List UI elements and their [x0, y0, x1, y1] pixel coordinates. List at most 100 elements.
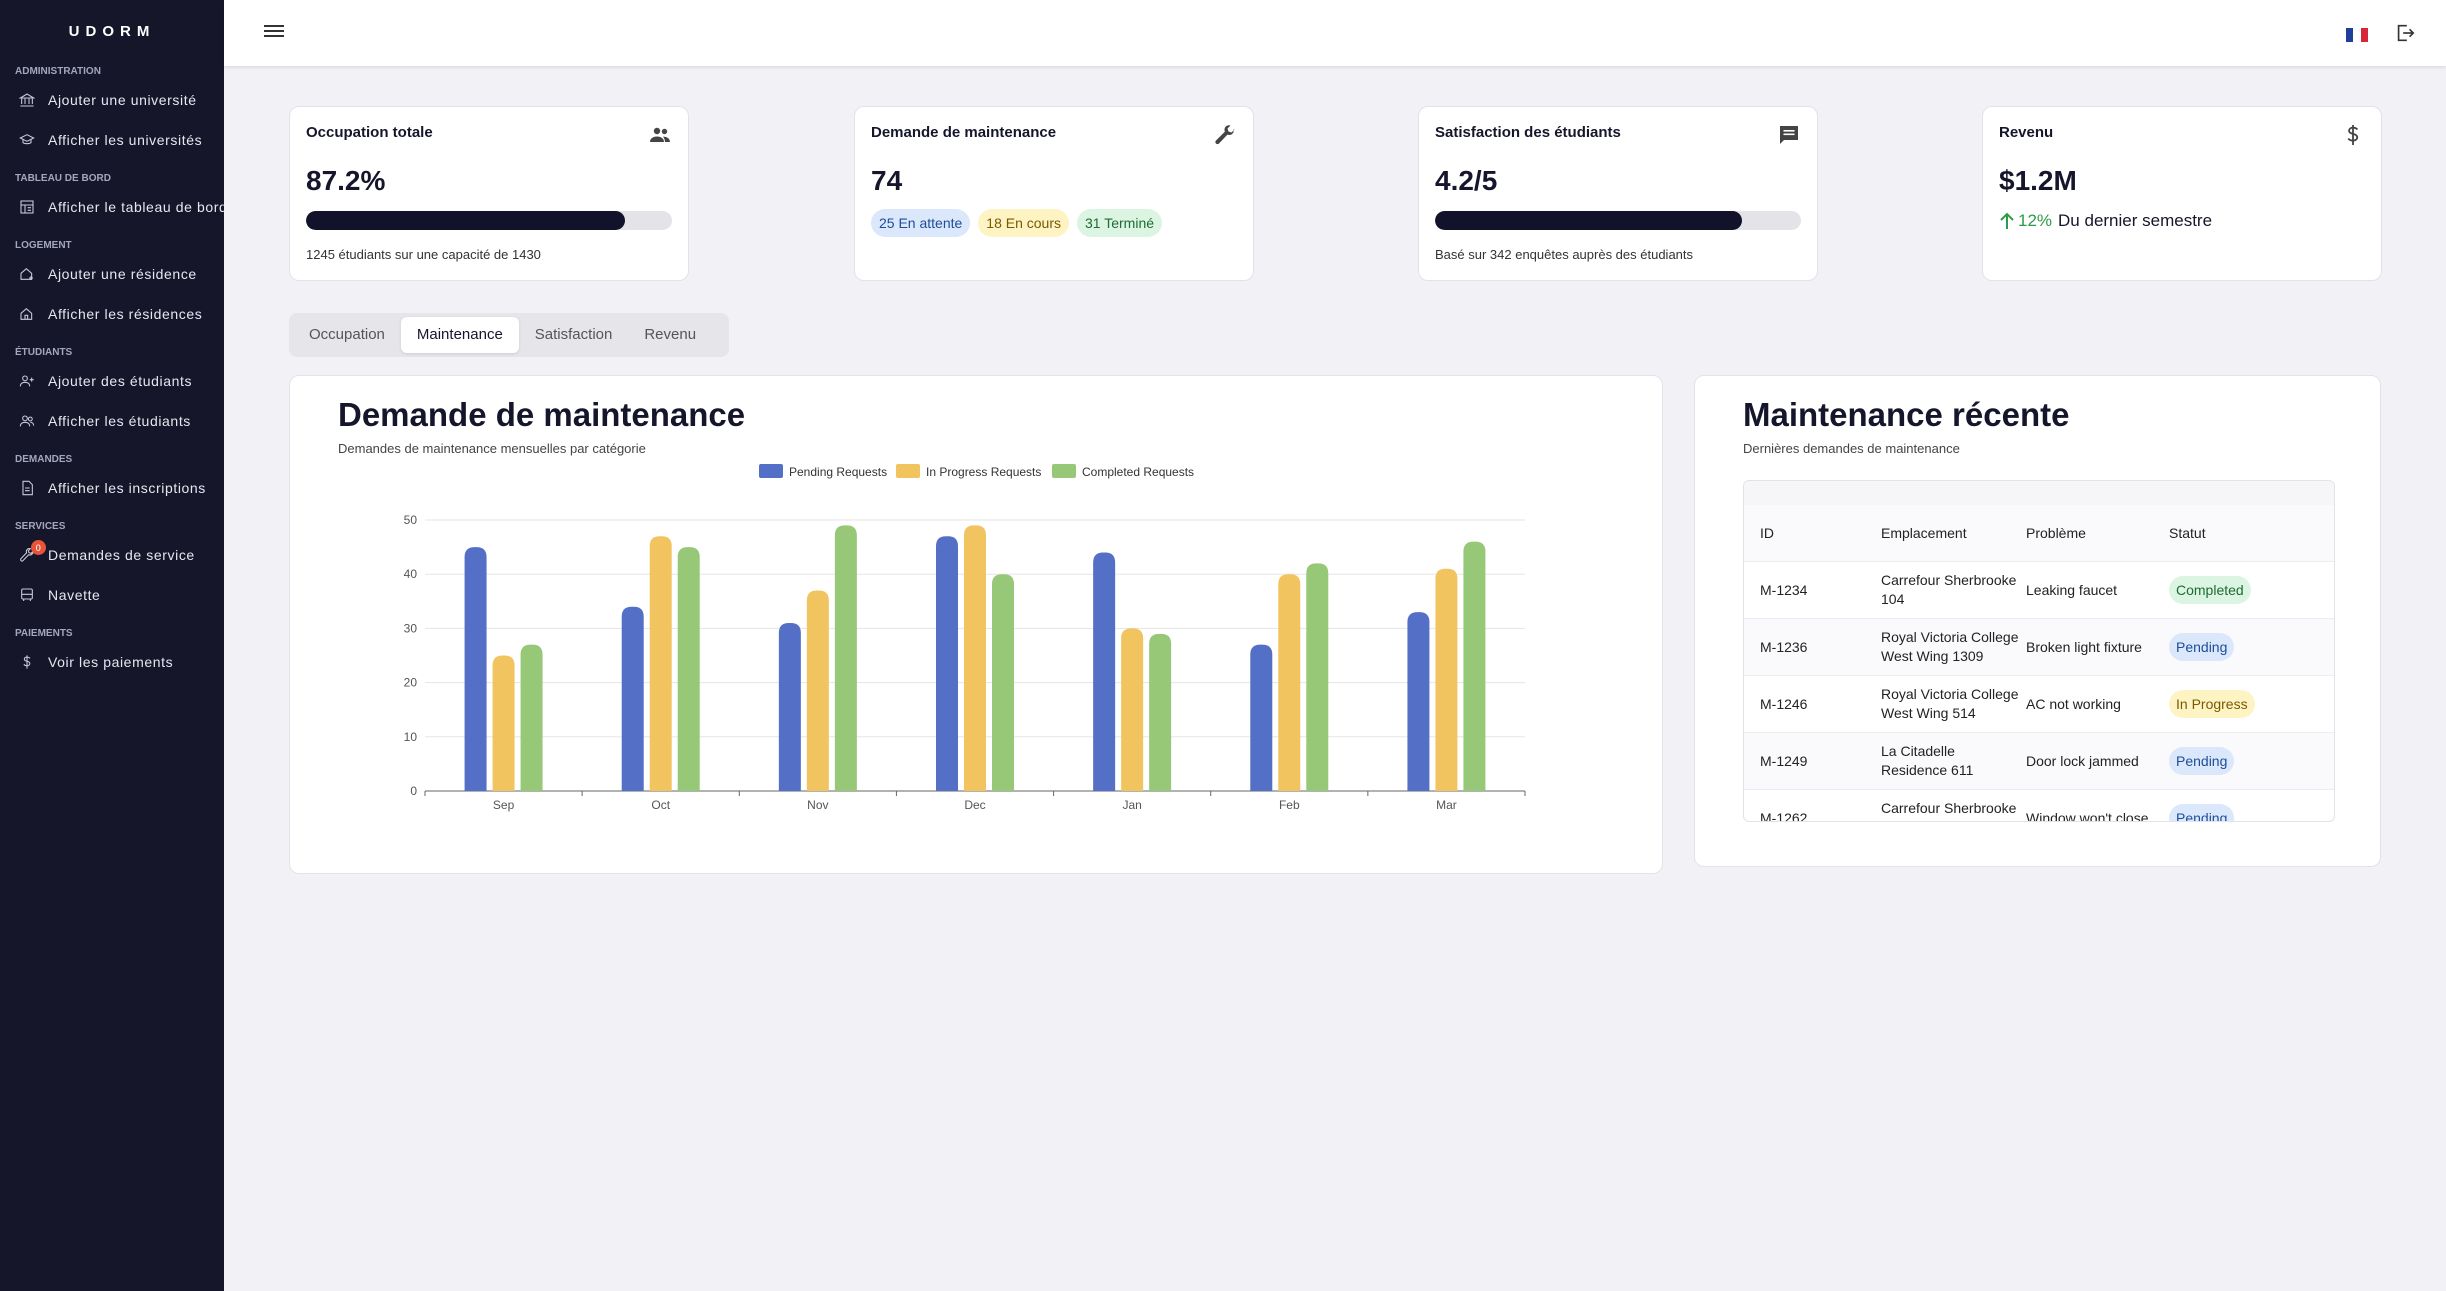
- table-row[interactable]: M-1246 Royal Victoria College West Wing 51…: [1744, 675, 2334, 732]
- dashboard-icon: [18, 198, 36, 216]
- sidebar-item[interactable]: Ajouter des étudiants: [0, 361, 224, 401]
- tab-satisfaction[interactable]: Satisfaction: [534, 326, 613, 343]
- sidebar-item-label: Ajouter des étudiants: [48, 373, 193, 389]
- sidebar-item-label: Afficher le tableau de bord: [48, 199, 224, 215]
- bar: [1250, 644, 1273, 791]
- cell-issue: Window won't close: [2026, 810, 2149, 822]
- sidebar-item[interactable]: Ajouter une résidence: [0, 254, 224, 294]
- sidebar-section-title: ÉTUDIANTS: [15, 347, 73, 358]
- col-issue: Problème: [2026, 525, 2086, 541]
- bar: [1278, 574, 1301, 791]
- badge-in-progress: 18 En cours: [978, 209, 1070, 237]
- hamburger-icon[interactable]: [264, 22, 284, 40]
- location-line-2: 1402: [1881, 818, 2022, 821]
- col-location: Emplacement: [1881, 524, 1967, 541]
- wrench-icon: [1215, 125, 1235, 145]
- sidebar-item[interactable]: Ajouter une université: [0, 80, 224, 120]
- cell-status: Pending: [2169, 633, 2334, 661]
- location-line-1: Royal Victoria College: [1881, 686, 2019, 702]
- sidebar-section-title: ADMINISTRATION: [15, 66, 101, 77]
- chat-icon: [1780, 126, 1798, 144]
- satisfaction-progress: [1435, 211, 1801, 230]
- y-tick-label: 30: [404, 621, 418, 635]
- satisfaction-subtitle: Basé sur 342 enquêtes auprès des étudian…: [1435, 247, 1694, 262]
- sidebar-item[interactable]: Afficher les inscriptions: [0, 468, 224, 508]
- cell-id: M-1249: [1760, 753, 1808, 769]
- tab-bar: Occupation Maintenance Satisfaction Reve…: [289, 313, 729, 357]
- occupation-value: 87.2%: [306, 165, 386, 196]
- y-tick-label: 50: [404, 513, 418, 527]
- brand-logo: UDORM: [68, 23, 156, 40]
- satisfaction-value: 4.2/5: [1435, 165, 1498, 196]
- cell-id: M-1246: [1760, 696, 1808, 712]
- tab-revenue[interactable]: Revenu: [644, 326, 697, 343]
- french-flag-icon[interactable]: [2346, 28, 2368, 42]
- bar: [1149, 633, 1172, 791]
- y-tick-label: 40: [404, 567, 418, 581]
- recent-description: Dernières demandes de maintenance: [1743, 441, 1960, 456]
- table-row[interactable]: M-1262 Carrefour Sherbrooke 1402 Window won…: [1744, 789, 2334, 822]
- cell-issue: Leaking faucet: [2026, 582, 2118, 598]
- logout-icon[interactable]: [2394, 22, 2416, 44]
- graduation-cap-icon: [18, 131, 36, 149]
- cell-status: In Progress: [2169, 690, 2334, 718]
- sidebar-item-label: Afficher les résidences: [48, 306, 203, 322]
- table-row[interactable]: M-1234 Carrefour Sherbrooke 104 Leaking fau…: [1744, 561, 2334, 618]
- badge-completed: 31 Terminé: [1077, 209, 1163, 237]
- sidebar-item[interactable]: Navette: [0, 575, 224, 615]
- sidebar-item[interactable]: Afficher les universités: [0, 120, 224, 160]
- maintenance-bar-chart: 0 10 20 30 40 50 Sep Oct Nov Dec Jan Feb Mar Pending …: [404, 464, 1526, 812]
- wrench-icon: [18, 546, 36, 564]
- maintenance-value: 74: [871, 165, 903, 196]
- dollar-icon: [18, 653, 36, 671]
- sidebar-item[interactable]: Afficher les résidences: [0, 294, 224, 334]
- legend-label: In Progress Requests: [926, 465, 1041, 479]
- revenue-title: Revenu: [1999, 124, 2054, 141]
- revenue-change: 12%: [1999, 211, 2052, 231]
- tab-occupation[interactable]: Occupation: [309, 326, 385, 343]
- x-tick-label: Nov: [807, 798, 828, 812]
- revenue-change-label: Du dernier semestre: [2058, 211, 2213, 230]
- bar: [806, 590, 829, 791]
- sidebar-item[interactable]: Afficher les étudiants: [0, 401, 224, 441]
- cell-id: M-1234: [1760, 582, 1808, 598]
- sidebar-item-label: Afficher les inscriptions: [48, 480, 206, 496]
- table-row[interactable]: M-1249 La Citadelle Residence 611 Door lock…: [1744, 732, 2334, 789]
- bar: [520, 644, 543, 791]
- bar: [1407, 612, 1430, 791]
- arrow-up-icon: [2000, 212, 2014, 229]
- dollar-icon: [2347, 125, 2359, 145]
- revenue-card: Revenu $1.2M 12% Du dernier semestre: [1982, 106, 2382, 281]
- occupation-progress: [306, 211, 672, 230]
- bus-icon: [18, 586, 36, 604]
- house-add-icon: [18, 265, 36, 283]
- cell-location: Royal Victoria College West Wing 514: [1875, 685, 2022, 723]
- sidebar-item-label: Afficher les universités: [48, 132, 203, 148]
- table-row[interactable]: M-1236 Royal Victoria College West Wing 13…: [1744, 618, 2334, 675]
- cell-location: La Citadelle Residence 611: [1875, 742, 2022, 780]
- sidebar-item[interactable]: Voir les paiements: [0, 642, 224, 682]
- sidebar-item-label: Voir les paiements: [48, 654, 174, 670]
- y-tick-label: 20: [404, 676, 418, 690]
- revenue-value: $1.2M: [1999, 165, 2077, 196]
- bar: [677, 547, 700, 791]
- cell-location: Royal Victoria College West Wing 1309: [1875, 628, 2022, 666]
- sidebar-item[interactable]: Afficher le tableau de bord: [0, 187, 224, 227]
- sidebar-section-title: TABLEAU DE BORD: [15, 173, 111, 184]
- recent-maintenance-table: ID Emplacement Problème Statut M-1234 Car…: [1743, 480, 2335, 822]
- sidebar-section-title: PAIEMENTS: [15, 628, 73, 639]
- x-tick-label: Feb: [1279, 798, 1300, 812]
- sidebar-item[interactable]: 0 Demandes de service: [0, 535, 224, 575]
- people-icon: [650, 127, 670, 142]
- location-line-2: West Wing 1309: [1881, 648, 1984, 664]
- location-line-1: La Citadelle: [1881, 743, 1955, 759]
- legend-swatch: [1052, 464, 1076, 478]
- sidebar-section-title: DEMANDES: [15, 454, 73, 465]
- tab-maintenance[interactable]: Maintenance: [400, 317, 519, 353]
- legend-label: Pending Requests: [789, 465, 887, 479]
- legend-swatch: [759, 464, 783, 478]
- cell-status: Pending: [2169, 747, 2334, 775]
- sidebar-section-title: SERVICES: [15, 521, 66, 532]
- cell-status: Pending: [2169, 804, 2334, 821]
- bar: [1306, 563, 1329, 791]
